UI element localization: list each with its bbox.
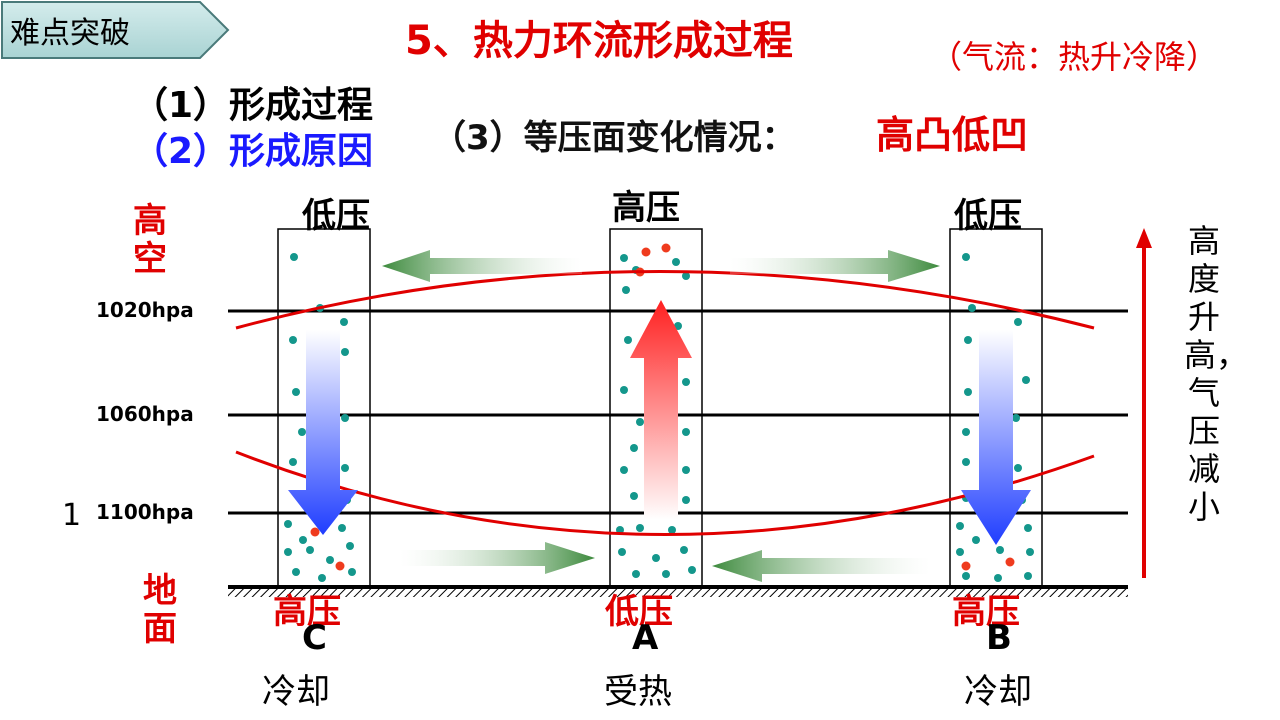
section-tag-shape bbox=[1, 1, 230, 59]
column-b-letter: B bbox=[986, 618, 1012, 658]
column-c-ground-pressure: 高压 bbox=[273, 592, 341, 632]
item-isobaric-label: （3）等压面变化情况： bbox=[432, 118, 796, 158]
rising-air-arrow-a bbox=[630, 300, 692, 520]
surface-flow-arrow-left bbox=[712, 550, 930, 582]
column-c-state: 冷却 bbox=[262, 672, 330, 712]
column-b-top-pressure: 低压 bbox=[954, 196, 1022, 236]
column-b-state: 冷却 bbox=[964, 672, 1032, 712]
upper-air-label: 高空 bbox=[133, 201, 167, 279]
ground-label: 地面 bbox=[143, 571, 177, 649]
altitude-arrow-head bbox=[1136, 228, 1152, 248]
item-formation-process: （1）形成过程 bbox=[132, 85, 374, 126]
section-tag: 难点突破 bbox=[10, 16, 130, 51]
column-c-letter: C bbox=[302, 618, 327, 658]
upper-flow-arrow-left bbox=[382, 250, 582, 282]
isobar-label-1100: 1100hpa bbox=[96, 500, 194, 524]
stray-digit: 1 bbox=[62, 498, 82, 533]
column-c-top-pressure: 低压 bbox=[302, 196, 370, 236]
surface-flow-arrow-right bbox=[400, 542, 595, 574]
page-title: 5、热力环流形成过程 bbox=[405, 18, 793, 64]
isobaric-surface-upper bbox=[235, 270, 1095, 330]
sinking-air-arrow-b bbox=[961, 330, 1031, 545]
item-isobaric-value: 高凸低凹 bbox=[876, 113, 1029, 157]
column-b-ground-pressure: 高压 bbox=[952, 592, 1020, 632]
ground-hatch bbox=[228, 588, 1128, 597]
item-formation-cause: （2）形成原因 bbox=[132, 131, 374, 172]
isobar-label-1020: 1020hpa bbox=[96, 298, 194, 322]
sinking-air-arrow-c bbox=[288, 330, 358, 535]
column-a-top-pressure: 高压 bbox=[612, 188, 680, 228]
airflow-note: （气流：热升冷降） bbox=[930, 38, 1219, 76]
upper-flow-arrow-right bbox=[730, 250, 940, 282]
column-a-ground-pressure: 低压 bbox=[605, 592, 673, 632]
column-a-letter: A bbox=[632, 618, 659, 658]
warm-particles bbox=[310, 243, 1015, 571]
column-a-state: 受热 bbox=[604, 672, 672, 712]
altitude-pressure-note: 高度升高，气压减小 bbox=[1184, 222, 1249, 526]
air-particles bbox=[284, 253, 1034, 582]
isobar-label-1060: 1060hpa bbox=[96, 402, 194, 426]
